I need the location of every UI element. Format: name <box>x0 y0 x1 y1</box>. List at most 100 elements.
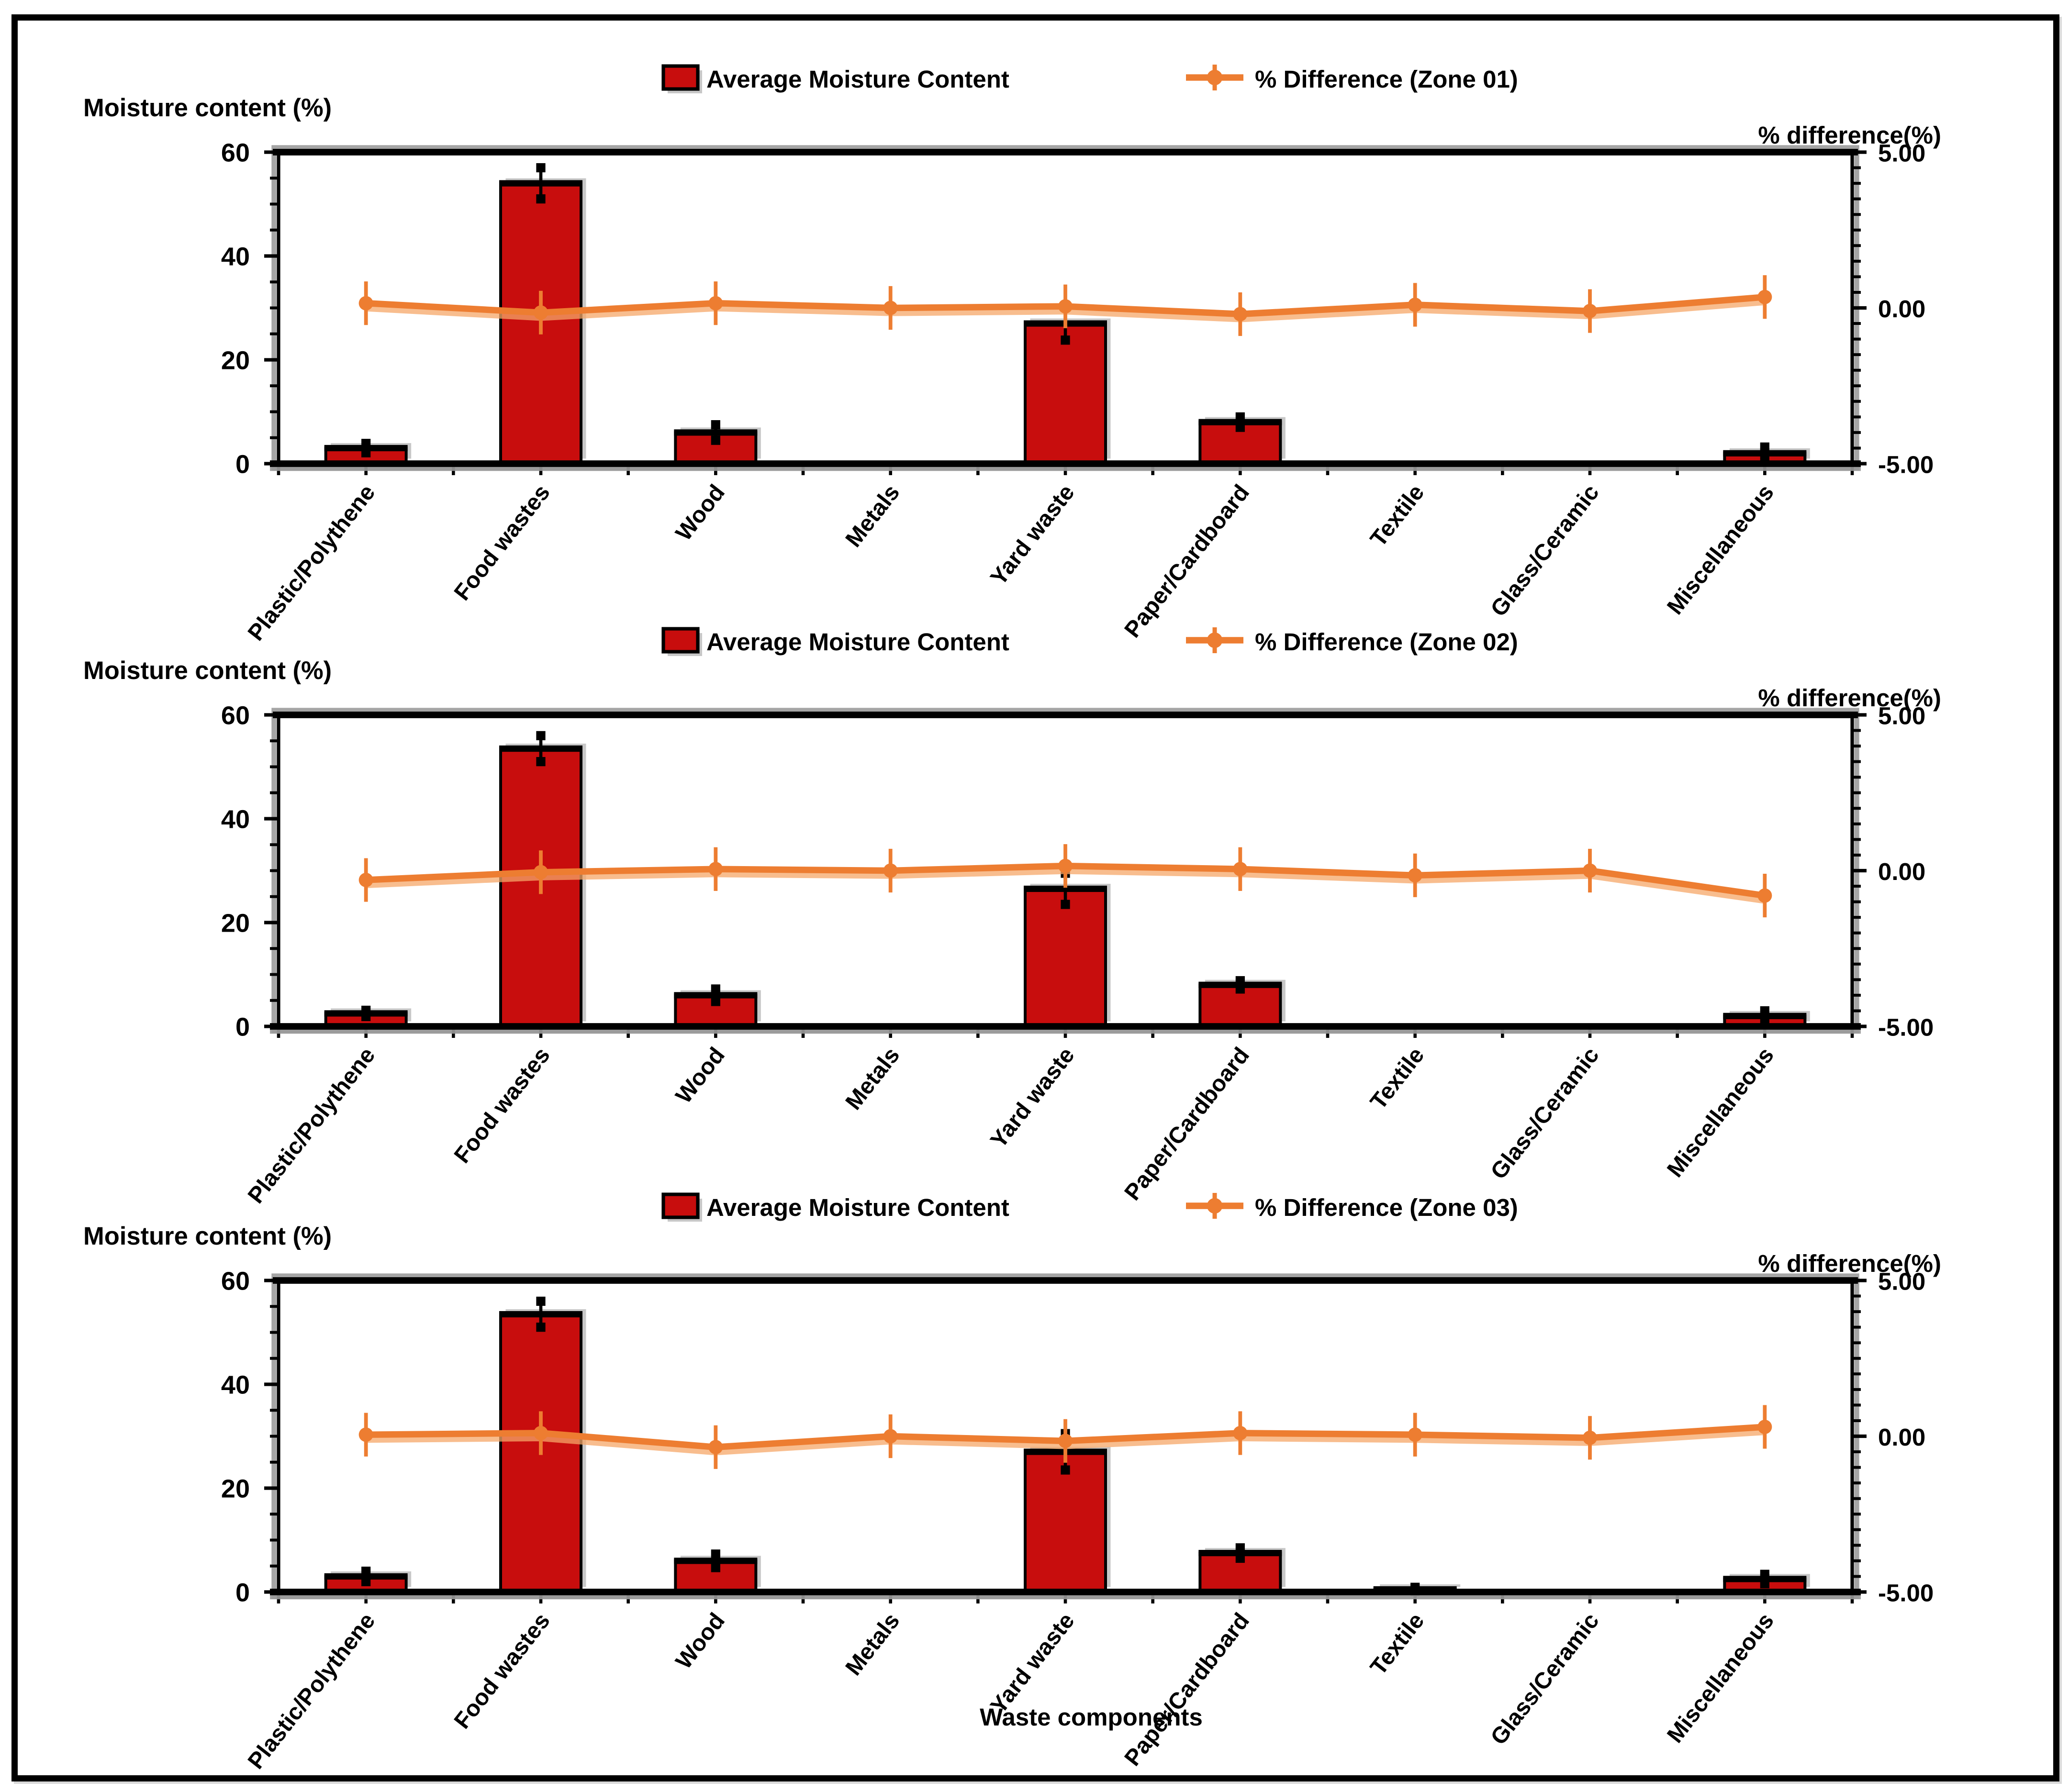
bar-yard-waste <box>1024 322 1107 466</box>
x-label-miscellaneous: Miscellaneous <box>1662 480 1779 619</box>
x-label-wood: Wood <box>671 480 730 545</box>
bar-yard-waste <box>1024 887 1107 1028</box>
x-label-paper-cardboard: Paper/Cardboard <box>1119 480 1254 643</box>
bar-error-cap-bottom <box>361 448 371 457</box>
right-tick-label: -5.00 <box>1878 1014 1934 1041</box>
right-axis: 5.00 0.00 -5.00 <box>1852 702 1934 1041</box>
right-axis: 5.00 0.00 -5.00 <box>1852 140 1934 479</box>
diff-point-textile <box>1408 1427 1422 1442</box>
left-tick-label: 20 <box>221 1475 250 1503</box>
left-tick-label: 40 <box>221 805 250 834</box>
bar-error-cap-top <box>1760 1006 1769 1016</box>
x-label-yard-waste: Yard waste <box>985 1608 1079 1718</box>
left-tick-label: 60 <box>221 701 250 730</box>
legend-bar-label: Average Moisture Content <box>706 628 1009 656</box>
bar-error-cap-bottom <box>536 194 546 204</box>
bar-error-cap-top <box>536 1296 546 1306</box>
right-tick-label: 5.00 <box>1878 140 1925 167</box>
legend-line-label: % Difference (Zone 02) <box>1255 628 1518 656</box>
x-axis-title: Waste components <box>980 1703 1203 1731</box>
bar-error-cap-top <box>711 1549 720 1559</box>
bar-error-cap-bottom <box>711 997 720 1006</box>
bar-error-cap-top <box>361 439 371 448</box>
left-axis-title: Moisture content (%) <box>83 94 332 122</box>
x-label-wood: Wood <box>671 1043 730 1108</box>
diff-point-textile <box>1408 297 1422 312</box>
diff-point-wood <box>708 862 723 877</box>
diff-point-paper-cardboard <box>1233 307 1248 322</box>
line-series <box>358 275 1772 336</box>
x-label-metals: Metals <box>841 1043 905 1114</box>
x-label-paper-cardboard: Paper/Cardboard <box>1119 1608 1254 1771</box>
bar-error-cap-top <box>536 731 546 741</box>
right-axis: 5.00 0.00 -5.00 <box>1852 1268 1934 1607</box>
bar-shadow <box>1380 1584 1461 1587</box>
diff-point-metals <box>883 301 898 315</box>
legend-bar-swatch-icon <box>661 627 700 654</box>
x-label-glass-ceramic: Glass/Ceramic <box>1486 1608 1604 1749</box>
right-axis-title: % difference(%) <box>1758 122 1941 149</box>
x-label-miscellaneous: Miscellaneous <box>1662 1043 1779 1182</box>
bar-error-cap-top <box>361 1567 371 1576</box>
legend: Average Moisture Content % Difference (Zo… <box>661 627 1518 657</box>
diff-point-food-wastes <box>534 305 548 320</box>
left-tick-label: 40 <box>221 1371 250 1400</box>
diff-point-food-wastes <box>534 865 548 879</box>
x-label-miscellaneous: Miscellaneous <box>1662 1608 1779 1747</box>
x-label-metals: Metals <box>841 480 905 552</box>
bar-error-cap-bottom <box>1061 1465 1070 1475</box>
diff-point-textile <box>1408 868 1422 883</box>
legend: Average Moisture Content % Difference (Zo… <box>661 64 1518 94</box>
x-label-paper-cardboard: Paper/Cardboard <box>1119 1043 1254 1205</box>
bar-error-cap-bottom <box>1235 984 1245 994</box>
line-series <box>358 844 1772 918</box>
x-label-plastic-polythene: Plastic/Polythene <box>243 1608 380 1774</box>
x-category-labels: Plastic/Polythene Food wastes Wood Metals Ya… <box>243 1043 1779 1208</box>
right-tick-label: 0.00 <box>1878 858 1925 885</box>
bar-error-cap-bottom <box>361 1577 371 1586</box>
bar-error-cap-bottom <box>1235 1553 1245 1563</box>
x-label-food-wastes: Food wastes <box>449 1608 555 1734</box>
chart-zone-01: Average Moisture Content % Difference (Zo… <box>83 64 1941 646</box>
left-tick-label: 60 <box>221 1267 250 1296</box>
bar-error-cap-bottom <box>1760 1579 1769 1589</box>
diff-point-plastic-polythene <box>358 296 373 311</box>
legend-line-marker-icon <box>1207 1198 1223 1214</box>
x-label-textile: Textile <box>1365 1043 1429 1114</box>
legend: Average Moisture Content % Difference (Zo… <box>661 1192 1518 1222</box>
right-tick-label: -5.00 <box>1878 451 1934 479</box>
left-axis: 0 20 40 60 <box>221 1267 279 1607</box>
right-tick-label: 0.00 <box>1878 1424 1925 1451</box>
left-tick-label: 0 <box>235 450 250 479</box>
right-tick-label: -5.00 <box>1878 1580 1934 1607</box>
x-label-metals: Metals <box>841 1608 905 1680</box>
chart-zone-03: Average Moisture Content % Difference (Zo… <box>83 1192 1941 1774</box>
diff-point-metals <box>883 863 898 878</box>
left-tick-label: 20 <box>221 346 250 375</box>
bar-error-cap-top <box>1235 976 1245 986</box>
x-label-glass-ceramic: Glass/Ceramic <box>1486 1043 1604 1184</box>
legend-bar-label: Average Moisture Content <box>706 1194 1009 1221</box>
diff-point-plastic-polythene <box>358 1427 373 1442</box>
x-label-textile: Textile <box>1365 1608 1429 1680</box>
x-label-food-wastes: Food wastes <box>449 1043 555 1168</box>
diff-point-paper-cardboard <box>1233 862 1248 877</box>
bar-error-cap-bottom <box>1061 335 1070 345</box>
legend-line-marker-icon <box>1207 69 1223 86</box>
bar-error-cap-bottom <box>1235 423 1245 432</box>
left-axis: 0 20 40 60 <box>221 139 279 479</box>
legend-line-marker-icon <box>1207 632 1223 648</box>
diff-point-miscellaneous <box>1757 289 1772 304</box>
diff-point-yard-waste <box>1058 858 1073 873</box>
diff-point-miscellaneous <box>1757 1419 1772 1434</box>
x-label-textile: Textile <box>1365 480 1429 552</box>
bar-error-cap-top <box>1760 1569 1769 1579</box>
x-label-plastic-polythene: Plastic/Polythene <box>243 1043 380 1208</box>
diff-point-glass-ceramic <box>1583 304 1597 319</box>
diff-point-miscellaneous <box>1757 888 1772 903</box>
diff-point-yard-waste <box>1058 299 1073 314</box>
left-tick-label: 40 <box>221 243 250 271</box>
bar-error-cap-bottom <box>536 757 546 767</box>
